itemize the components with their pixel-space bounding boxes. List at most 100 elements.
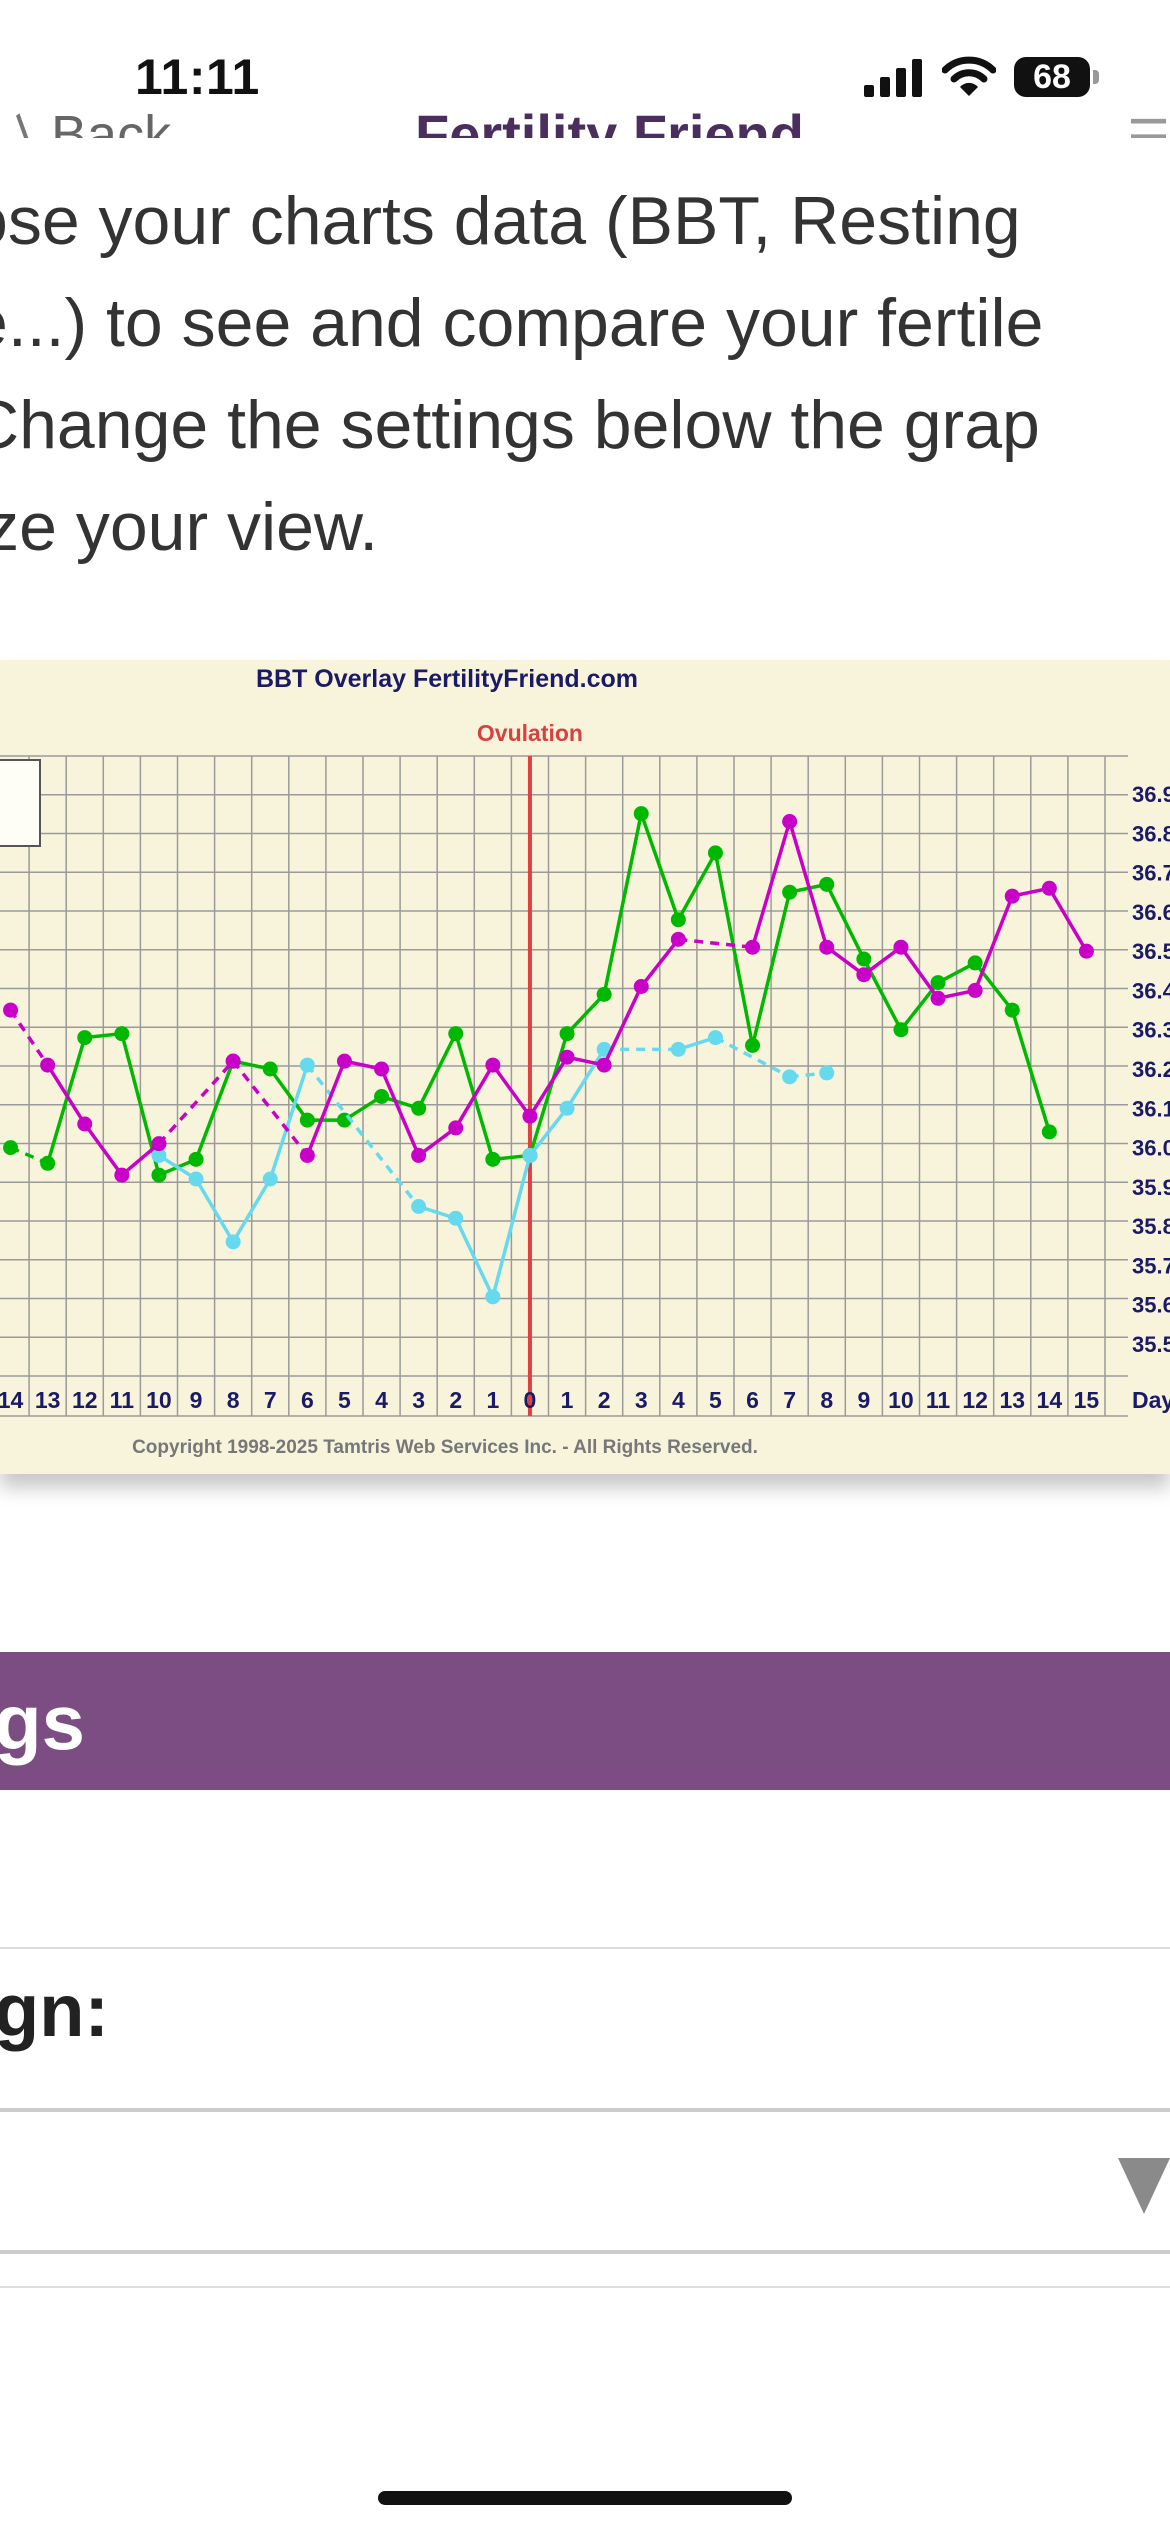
series-2-point (374, 1061, 390, 1077)
series-0-point (485, 1151, 501, 1167)
series-0-point (745, 1037, 761, 1053)
series-0-point (819, 876, 835, 892)
series-2-point (114, 1167, 130, 1183)
series-0-segment (268, 1067, 309, 1122)
series-0-point (77, 1030, 93, 1046)
series-0-segment (417, 1032, 458, 1110)
series-2-point (782, 814, 798, 829)
settings-header: gs (0, 1652, 1170, 1790)
series-0-point (707, 845, 723, 861)
divider (0, 1947, 1170, 1949)
legend-box (0, 759, 41, 847)
series-1-segment (565, 1048, 606, 1110)
series-2-segment (379, 1068, 421, 1157)
series-1-segment (714, 1036, 791, 1079)
y-tick-label: 36.1 (1132, 1096, 1170, 1121)
y-tick-label: 36.0 (1132, 1136, 1170, 1161)
x-tick-label: 11 (110, 1387, 135, 1413)
series-1-point (448, 1210, 464, 1226)
series-2-segment (973, 895, 1014, 992)
y-tick-label: 35.5 (1132, 1332, 1170, 1357)
series-2-point (967, 982, 983, 998)
chart-title: BBT Overlay FertilityFriend.com (256, 665, 638, 693)
battery-level: 68 (1033, 57, 1071, 96)
y-tick-label: 35.8 (1132, 1214, 1170, 1239)
bbt-chart: Ovulation BBT Overlay FertilityFriend.com… (0, 660, 1170, 1474)
series-2-segment (231, 1060, 309, 1157)
series-1-point (559, 1100, 575, 1116)
series-1-point (188, 1171, 204, 1187)
series-2-segment (787, 821, 829, 948)
series-2-segment (899, 946, 940, 1000)
series-0-point (633, 806, 649, 822)
y-tick-label: 36.7 (1132, 861, 1170, 886)
battery-icon: 68 (1014, 57, 1099, 97)
x-tick-label: 10 (146, 1387, 172, 1413)
series-2-point (559, 1049, 575, 1065)
home-indicator[interactable] (378, 2491, 792, 2505)
series-2-point (336, 1053, 352, 1069)
x-tick-label: 9 (190, 1387, 203, 1413)
divider (0, 2286, 1170, 2288)
series-0-point (411, 1100, 427, 1116)
x-tick-label: 12 (962, 1387, 988, 1413)
series-1-segment (305, 1063, 421, 1208)
series-0-segment (676, 852, 717, 921)
series-0-point (893, 1022, 909, 1038)
series-2-segment (639, 938, 680, 988)
intro-text: ose your charts data (BBT, Resting e...)… (0, 170, 1170, 578)
bbt-chart-svg: Ovulation BBT Overlay FertilityFriend.com… (0, 665, 1170, 1458)
series-0-segment (602, 813, 643, 995)
series-2-segment (750, 821, 792, 948)
series-0-segment (639, 813, 681, 921)
series-2-point (633, 979, 649, 994)
series-0-point (40, 1155, 56, 1171)
series-1-segment (194, 1178, 235, 1243)
series-2-point (930, 990, 946, 1006)
series-1-point (819, 1065, 835, 1081)
series-2-point (299, 1147, 315, 1163)
series-1-point (262, 1171, 278, 1187)
series-2-segment (417, 1126, 457, 1157)
series-0-point (1041, 1124, 1057, 1140)
x-tick-label: 5 (709, 1387, 722, 1413)
x-tick-label: 8 (227, 1387, 240, 1413)
series-2-point (1041, 880, 1057, 896)
series-1-point (411, 1199, 427, 1214)
series-2-segment (825, 945, 865, 977)
series-2-segment (528, 1056, 569, 1118)
x-tick-label: 4 (375, 1387, 388, 1413)
series-1-point (522, 1147, 538, 1163)
y-tick-label: 36.4 (1132, 978, 1170, 1003)
menu-icon[interactable]: ☰ (1127, 110, 1170, 138)
series-0-point (596, 986, 612, 1002)
dropdown-arrow-icon (1118, 2158, 1170, 2214)
x-tick-label: 15 (1074, 1387, 1100, 1413)
x-tick-label: 5 (338, 1387, 351, 1413)
series-1-point (225, 1234, 241, 1250)
y-tick-label: 36.8 (1132, 821, 1170, 846)
series-0-segment (194, 1060, 235, 1160)
series-2-point (1004, 888, 1020, 904)
series-1-point (485, 1289, 501, 1305)
series-0-segment (1010, 1009, 1052, 1133)
series-0-point (151, 1167, 167, 1183)
series-0-segment (565, 993, 606, 1035)
y-tick-label: 36.6 (1132, 900, 1170, 925)
series-2-point (670, 931, 686, 947)
series-2-point (225, 1053, 241, 1069)
status-bar: 11:11 68 (0, 0, 1170, 110)
series-0-point (1004, 1002, 1020, 1018)
back-button[interactable]: / Back (2, 104, 171, 138)
series-2-segment (1047, 887, 1088, 953)
x-tick-label: 0 (524, 1387, 537, 1413)
series-0-segment (713, 852, 755, 1046)
series-2-segment (120, 1142, 161, 1177)
series-2-point (151, 1136, 167, 1152)
status-icons: 68 (864, 52, 1099, 102)
sign-dropdown[interactable] (0, 2108, 1170, 2254)
series-1-point (782, 1069, 798, 1085)
y-tick-label: 35.9 (1132, 1175, 1170, 1200)
series-0-point (3, 1140, 19, 1156)
x-tick-label: 3 (412, 1387, 425, 1413)
